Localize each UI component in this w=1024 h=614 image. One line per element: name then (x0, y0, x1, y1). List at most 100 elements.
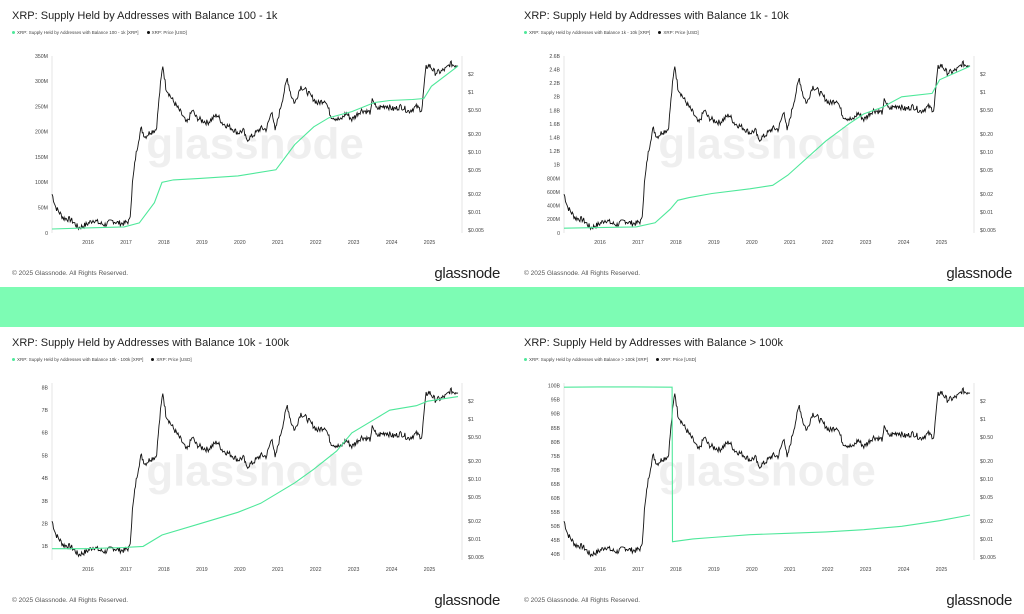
x-tick-label: 2016 (82, 240, 94, 246)
price-tick-label: $0.05 (468, 495, 481, 501)
legend-item-price[interactable]: XRP: Price [USD] (151, 357, 192, 362)
glassnode-logo: glassnode (434, 592, 500, 609)
watermark-text: glassnode (658, 447, 876, 496)
price-tick-label: $0.02 (980, 519, 993, 525)
chart-svg[interactable]: glassnode 40B 45B 50B 55B 60B 65B 70B 75B 80B 85B 9… (512, 327, 1024, 614)
price-series-line[interactable] (51, 59, 459, 231)
legend[interactable]: XRP: Supply Held by Addresses with Balan… (524, 357, 696, 362)
y-tick-label: 95B (551, 398, 561, 404)
legend[interactable]: XRP: Supply Held by Addresses with Balan… (12, 357, 192, 362)
price-tick-label: $2 (468, 399, 474, 405)
x-tick-label: 2023 (860, 240, 872, 246)
price-tick-label: $0.005 (468, 555, 484, 561)
legend-item-supply[interactable]: XRP: Supply Held by Addresses with Balan… (524, 357, 648, 362)
legend-item-supply[interactable]: XRP: Supply Held by Addresses with Balan… (12, 357, 143, 362)
x-tick-label: 2024 (386, 567, 398, 573)
y-tick-label: 45B (551, 538, 561, 544)
y-tick-label: 2.2B (549, 81, 560, 87)
x-tick-label: 2023 (348, 567, 360, 573)
supply-series-line[interactable] (563, 386, 971, 543)
x-tick-label: 2020 (746, 567, 758, 573)
x-tick-label: 2016 (82, 567, 94, 573)
supply-dot-icon (12, 358, 15, 361)
glassnode-logo: glassnode (946, 265, 1012, 282)
y-tick-label: 200M (35, 130, 48, 136)
price-tick-label: $0.50 (980, 435, 993, 441)
y-tick-label: 600M (547, 190, 560, 196)
copyright-text: © 2025 Glassnode. All Rights Reserved. (524, 270, 641, 277)
chart-title: XRP: Supply Held by Addresses with Balan… (524, 10, 789, 22)
supply-dot-icon (12, 31, 15, 34)
price-tick-label: $0.01 (468, 537, 481, 543)
x-tick-label: 2018 (158, 567, 170, 573)
copyright-text: © 2025 Glassnode. All Rights Reserved. (12, 597, 129, 604)
price-tick-label: $0.20 (980, 132, 993, 138)
price-tick-label: $0.10 (468, 150, 481, 156)
price-series-line[interactable] (51, 386, 459, 558)
y-tick-label: 40B (551, 552, 561, 558)
legend[interactable]: XRP: Supply Held by Addresses with Balan… (524, 30, 699, 35)
price-tick-label: $2 (980, 72, 986, 78)
y-tick-label: 100B (548, 384, 561, 390)
legend-item-price[interactable]: XRP: Price [USD] (655, 357, 696, 362)
x-tick-label: 2020 (234, 240, 246, 246)
supply-series-line[interactable] (51, 65, 459, 230)
x-tick-label: 2022 (822, 567, 834, 573)
supply-series-line[interactable] (52, 396, 459, 550)
price-tick-label: $2 (980, 399, 986, 405)
chart-title: XRP: Supply Held by Addresses with Balan… (12, 10, 278, 22)
supply-dot-icon (524, 358, 527, 361)
price-tick-label: $0.02 (468, 519, 481, 525)
price-tick-label: $0.20 (468, 132, 481, 138)
legend-item-supply[interactable]: XRP: Supply Held by Addresses with Balan… (12, 30, 139, 35)
x-tick-label: 2021 (272, 567, 284, 573)
y-tick-label: 6B (42, 431, 49, 437)
y-tick-label: 1.4B (549, 135, 560, 141)
glassnode-logo: glassnode (946, 592, 1012, 609)
y-tick-label: 7B (42, 408, 49, 414)
watermark-text: glassnode (146, 447, 364, 496)
x-tick-label: 2017 (632, 240, 644, 246)
y-tick-label: 1.8B (549, 108, 560, 114)
supply-series-line[interactable] (563, 65, 971, 229)
legend-item-supply[interactable]: XRP: Supply Held by Addresses with Balan… (524, 30, 650, 35)
chart-svg[interactable]: glassnode 0 200M 400M 600M 800M 1B 1.2B 1.4B 1.6B… (512, 0, 1024, 287)
price-dot-icon (658, 31, 662, 34)
x-tick-label: 2017 (632, 567, 644, 573)
watermark-text: glassnode (658, 120, 876, 169)
y-tick-label: 65B (551, 482, 561, 488)
chart-svg[interactable]: glassnode 0 50M 100M 150M 200M 250M 300M 350M $2 $… (0, 0, 512, 287)
price-tick-label: $0.10 (468, 477, 481, 483)
x-tick-label: 2017 (120, 240, 132, 246)
price-dot-icon (151, 358, 155, 361)
legend-item-price[interactable]: XRP: Price [USD] (658, 30, 699, 35)
x-tick-label: 2022 (822, 240, 834, 246)
x-tick-label: 2019 (196, 240, 208, 246)
y-tick-label: 8B (42, 385, 49, 391)
price-series-line[interactable] (563, 386, 971, 558)
x-tick-label: 2017 (120, 567, 132, 573)
y-tick-label: 2B (42, 521, 49, 527)
price-tick-label: $0.10 (980, 150, 993, 156)
y-tick-label: 55B (551, 510, 561, 516)
price-tick-label: $0.05 (980, 168, 993, 174)
chart-panel-4: XRP: Supply Held by Addresses with Balan… (512, 327, 1024, 614)
price-series-line[interactable] (563, 59, 971, 231)
x-tick-label: 2025 (424, 567, 436, 573)
copyright-text: © 2025 Glassnode. All Rights Reserved. (524, 597, 641, 604)
y-tick-label: 1.6B (549, 122, 560, 128)
y-tick-label: 90B (551, 412, 561, 418)
copyright-text: © 2025 Glassnode. All Rights Reserved. (12, 270, 129, 277)
legend[interactable]: XRP: Supply Held by Addresses with Balan… (12, 30, 187, 35)
price-tick-label: $0.01 (468, 210, 481, 216)
x-tick-label: 2020 (234, 567, 246, 573)
price-tick-label: $0.005 (980, 228, 996, 234)
x-tick-label: 2024 (898, 567, 910, 573)
price-tick-label: $0.05 (468, 168, 481, 174)
legend-item-price[interactable]: XRP: Price [USD] (146, 30, 187, 35)
price-tick-label: $0.05 (980, 495, 993, 501)
x-tick-label: 2024 (898, 240, 910, 246)
chart-svg[interactable]: glassnode 1B 2B 3B 4B 5B 6B 7B 8B $2 $1 $0.50 $0.20 $… (0, 327, 512, 614)
x-tick-label: 2023 (860, 567, 872, 573)
x-tick-label: 2025 (936, 240, 948, 246)
